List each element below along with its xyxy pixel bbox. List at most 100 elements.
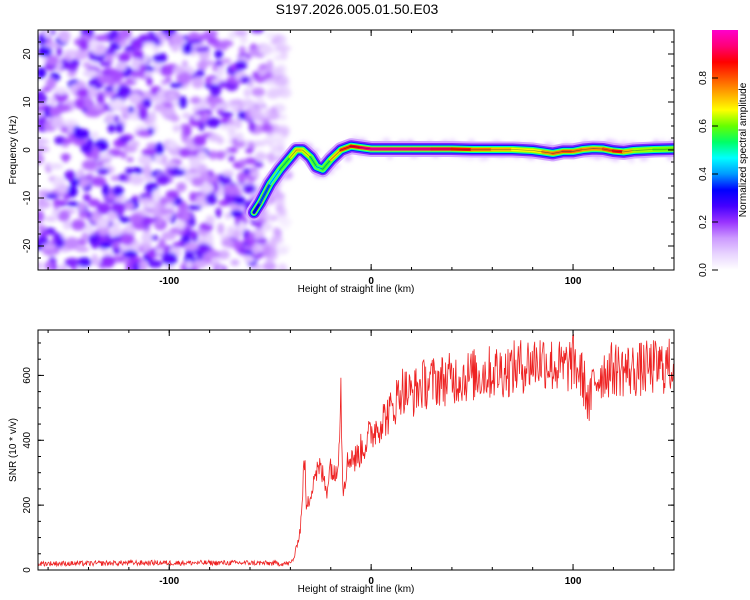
noise-blob: [142, 98, 152, 108]
noise-blob: [38, 137, 46, 145]
noise-blob: [154, 142, 165, 156]
noise-blob: [272, 132, 284, 138]
noise-blob: [265, 257, 274, 265]
noise-blob: [107, 123, 116, 134]
spectrogram-y-label: Frequency (Hz): [8, 116, 19, 185]
noise-blob: [64, 257, 80, 268]
noise-blob: [271, 192, 286, 201]
noise-blob: [97, 153, 113, 160]
snr-y-label: SNR (10 * v/v): [8, 418, 19, 482]
noise-blob: [44, 216, 58, 222]
noise-blob: [132, 49, 140, 62]
noise-blob: [255, 153, 271, 160]
noise-blob: [120, 233, 135, 246]
noise-blob: [233, 195, 246, 206]
noise-blob: [147, 259, 163, 268]
noise-blob: [111, 202, 126, 215]
noise-blob: [107, 211, 118, 221]
noise-blob: [129, 174, 145, 186]
noise-blob: [155, 248, 164, 255]
noise-blob: [113, 240, 121, 249]
noise-blob: [56, 46, 63, 57]
noise-blob: [205, 233, 214, 245]
noise-blob: [142, 164, 152, 178]
noise-blob: [78, 177, 90, 188]
noise-blob: [64, 237, 80, 250]
noise-blob: [129, 140, 140, 148]
noise-blob: [111, 69, 124, 82]
noise-blob: [80, 142, 93, 154]
noise-blob: [228, 155, 235, 162]
colorbar-ticks: 0.0 0.2 0.4 0.6 0.8: [698, 71, 718, 277]
noise-blob: [38, 262, 44, 270]
noise-blob: [77, 257, 92, 268]
noise-blob: [166, 140, 178, 150]
noise-blob: [184, 242, 199, 251]
noise-blob: [118, 135, 131, 143]
noise-blob: [172, 168, 186, 176]
noise-blob: [73, 128, 89, 140]
noise-blob: [38, 35, 47, 46]
noise-blob: [38, 67, 47, 79]
noise-blob: [137, 129, 150, 137]
noise-blob: [206, 176, 214, 186]
noise-blob: [189, 216, 196, 228]
noise-blob: [99, 61, 111, 67]
noise-blob: [116, 85, 131, 98]
noise-blob: [105, 113, 115, 124]
noise-blob: [44, 261, 53, 270]
noise-blob: [63, 49, 79, 56]
noise-blob: [228, 31, 237, 39]
noise-blob: [143, 42, 156, 48]
noise-blob: [146, 77, 153, 86]
noise-blob: [228, 99, 244, 106]
noise-blob: [88, 86, 97, 99]
noise-blob: [123, 201, 135, 211]
noise-blob: [250, 112, 265, 122]
noise-blob: [38, 94, 48, 104]
noise-blob: [155, 217, 164, 227]
snr-frame: [37, 329, 675, 571]
noise-blob: [251, 87, 266, 97]
noise-blob: [275, 45, 292, 52]
noise-blob: [96, 202, 111, 215]
noise-blob: [138, 154, 153, 166]
noise-blob: [144, 175, 154, 182]
noise-blob: [81, 232, 89, 241]
noise-blob: [273, 55, 283, 61]
signal-ridge: [246, 138, 674, 221]
noise-blob: [277, 263, 288, 270]
noise-blob: [221, 42, 228, 51]
noise-blob: [149, 235, 159, 241]
noise-blob: [182, 112, 191, 120]
noise-blob: [54, 236, 65, 249]
noise-blob: [70, 219, 86, 231]
noise-blob: [169, 82, 184, 89]
noise-blob: [56, 184, 69, 194]
noise-blob: [209, 150, 217, 160]
noise-blob: [187, 204, 202, 211]
noise-blob: [180, 212, 191, 222]
noise-blob: [198, 33, 211, 40]
noise-blob: [220, 58, 232, 65]
noise-blob: [46, 55, 59, 66]
noise-blob: [38, 224, 47, 231]
noise-blob: [214, 60, 223, 66]
noise-blob: [236, 132, 244, 142]
noise-blob: [232, 140, 246, 148]
noise-blob: [185, 260, 193, 270]
noise-blob: [97, 161, 104, 167]
noise-blob: [58, 30, 71, 43]
noise-blob: [152, 189, 161, 203]
noise-blob: [163, 161, 178, 168]
noise-blob: [95, 103, 104, 111]
noise-blob: [104, 86, 116, 92]
spectrogram-x-label: Height of straight line (km): [298, 284, 415, 295]
x-tick-label: 100: [565, 276, 582, 287]
noise-blob: [261, 222, 273, 232]
noise-blob: [230, 209, 244, 218]
noise-blob: [91, 146, 100, 160]
noise-blob: [89, 38, 97, 52]
noise-blob: [58, 264, 68, 270]
